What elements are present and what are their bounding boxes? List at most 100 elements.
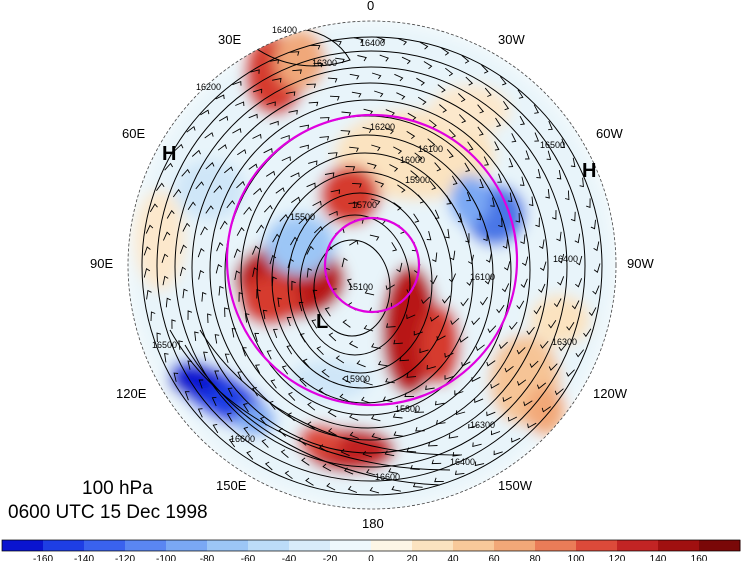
wind-barb <box>404 392 415 397</box>
colorbar-tick-label: -160 <box>33 554 53 561</box>
wind-barb <box>554 388 564 396</box>
wind-barb <box>319 444 328 453</box>
wind-barb <box>527 422 537 429</box>
wind-barb <box>194 331 199 341</box>
meridian-label-120w: 120W <box>593 386 628 401</box>
wind-barb <box>341 375 351 384</box>
wind-barb <box>205 162 215 170</box>
pressure-centers: H H L <box>162 143 596 333</box>
wind-barb <box>312 289 318 300</box>
wind-barb <box>347 485 358 493</box>
wind-barb <box>553 298 562 308</box>
wind-barb <box>484 87 492 97</box>
wind-barb <box>348 340 358 349</box>
wind-barb <box>406 131 416 140</box>
caption: 100 hPa 0600 UTC 15 Dec 1998 <box>8 478 208 523</box>
colorbar-tick-label: -140 <box>74 554 94 561</box>
wind-barb <box>349 146 359 152</box>
height-contours <box>141 27 603 496</box>
wind-barb <box>548 120 553 131</box>
wind-barb <box>557 276 565 286</box>
wind-barb <box>548 319 557 329</box>
wind-barb <box>268 400 276 410</box>
colorbar-swatch <box>207 540 249 551</box>
wind-barb <box>517 89 524 99</box>
wind-barb <box>429 180 437 190</box>
wind-barb <box>415 426 425 432</box>
wind-barb <box>393 339 403 345</box>
wind-barb <box>307 402 316 411</box>
wind-barb <box>184 391 190 401</box>
wind-barb <box>374 90 384 98</box>
colorbar-tick-label: 140 <box>650 554 667 561</box>
wind-barb <box>539 261 547 272</box>
wind-barb <box>412 482 423 488</box>
wind-barb <box>285 91 296 96</box>
wind-barb <box>263 148 273 154</box>
contour-label: 16100 <box>418 144 443 154</box>
wind-barb <box>431 459 442 465</box>
wind-barb <box>417 96 427 105</box>
caption-datetime: 0600 UTC 15 Dec 1998 <box>8 502 208 523</box>
wind-barb <box>342 319 351 328</box>
wind-barb <box>181 168 190 177</box>
wind-barb <box>198 379 204 389</box>
wind-barb <box>490 383 500 389</box>
wind-barb <box>583 328 592 338</box>
wind-barb <box>548 363 558 371</box>
wind-barb <box>311 319 318 329</box>
wind-barb <box>261 438 269 448</box>
wind-barb <box>307 421 316 430</box>
wind-barb <box>278 428 287 437</box>
wind-barb <box>406 314 416 320</box>
wind-barb <box>156 182 165 191</box>
wind-barb <box>477 126 484 136</box>
colorbar-tick-label: -80 <box>200 554 215 561</box>
wind-barb <box>246 450 254 460</box>
wind-barb <box>423 61 433 70</box>
wind-barb <box>269 254 277 265</box>
wind-barb <box>432 252 438 263</box>
wind-barb <box>371 144 381 152</box>
wind-barb <box>329 95 340 101</box>
wind-barb <box>259 416 267 426</box>
wind-barb <box>195 181 204 190</box>
wind-barb <box>391 485 401 492</box>
wind-barb <box>200 109 210 116</box>
wind-barb <box>178 340 183 350</box>
wind-barb <box>364 289 375 296</box>
wind-barb <box>212 423 219 434</box>
wind-barb <box>499 76 507 86</box>
wind-barb <box>322 463 332 472</box>
wind-barb <box>479 296 488 306</box>
wind-barb <box>264 461 273 471</box>
wind-barb <box>305 477 314 486</box>
wind-barb <box>393 202 402 211</box>
wind-barb <box>227 387 233 397</box>
contour-label: 16200 <box>370 122 395 132</box>
contour-label: 16000 <box>400 155 425 165</box>
wind-barb <box>327 77 338 83</box>
wind-barb <box>252 88 263 94</box>
wind-barb <box>341 257 348 268</box>
wind-barb <box>302 358 310 368</box>
wind-barb <box>558 343 568 352</box>
wind-barb <box>556 231 562 242</box>
wind-barb <box>487 325 497 334</box>
colorbar-tick-label: 160 <box>691 554 708 561</box>
wind-barb <box>490 430 501 436</box>
colorbar-tick-label: -20 <box>323 554 338 561</box>
wind-barb <box>298 437 307 446</box>
wind-barb <box>471 376 481 382</box>
wind-barb <box>427 441 438 447</box>
wind-barb <box>374 180 385 188</box>
wind-barb <box>566 369 575 377</box>
wind-barb <box>351 91 362 98</box>
contour-label: 16400 <box>360 38 385 48</box>
wind-barb <box>396 262 403 273</box>
wind-barb <box>179 244 187 254</box>
wind-barb <box>299 124 310 130</box>
wind-barb <box>406 447 417 453</box>
wind-barb <box>150 311 156 322</box>
wind-barb <box>498 341 508 350</box>
